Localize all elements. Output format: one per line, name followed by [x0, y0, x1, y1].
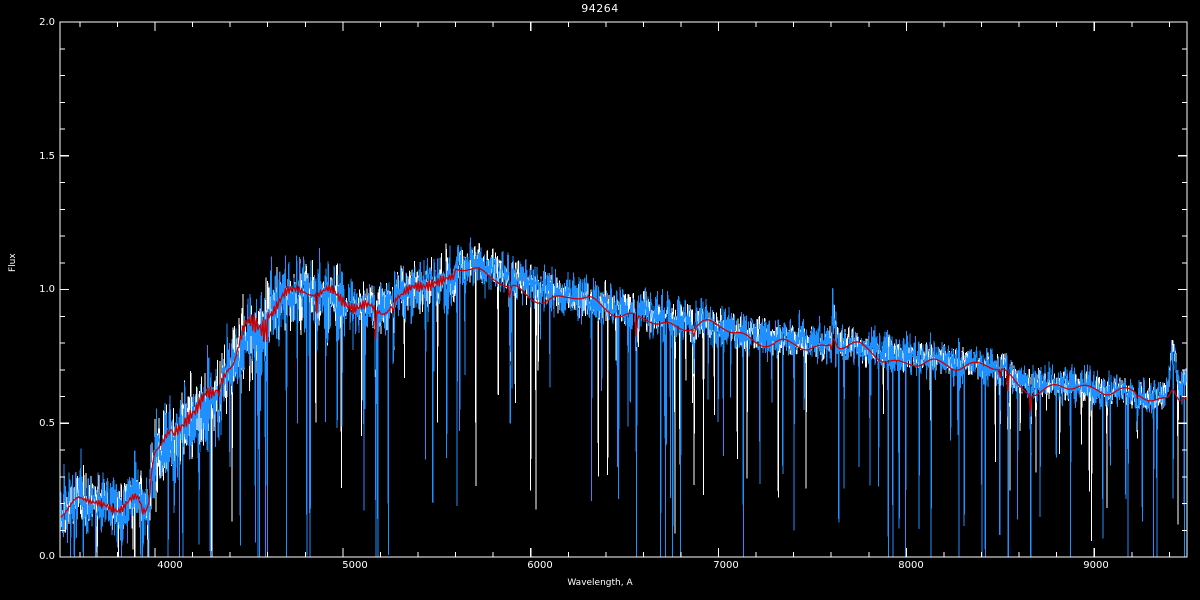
series-model-continuum-red: [59, 267, 1187, 518]
y-tick-label-3: 0.5: [39, 418, 55, 429]
x-axis-label: Wavelength, A: [567, 578, 633, 588]
x-tick-label-7000: 7000: [713, 560, 739, 571]
series-layer: [59, 237, 1188, 558]
x-tick-label-8000: 8000: [898, 560, 924, 571]
axes-layer: [59, 21, 1188, 558]
x-tick-label-6000: 6000: [527, 560, 553, 571]
page-title: 94264: [581, 2, 619, 15]
x-tick-label-9000: 9000: [1083, 560, 1109, 571]
series-observed-spectrum-blue: [59, 237, 1188, 558]
y-tick-label-1: 1.5: [39, 151, 55, 162]
y-tick-label-4: 0.0: [39, 551, 55, 562]
x-tick-label-5000: 5000: [342, 560, 368, 571]
y-tick-label-0: 2.0: [39, 17, 55, 28]
y-tick-label-2: 1.0: [39, 284, 55, 295]
x-tick-label-4000: 4000: [157, 560, 183, 571]
